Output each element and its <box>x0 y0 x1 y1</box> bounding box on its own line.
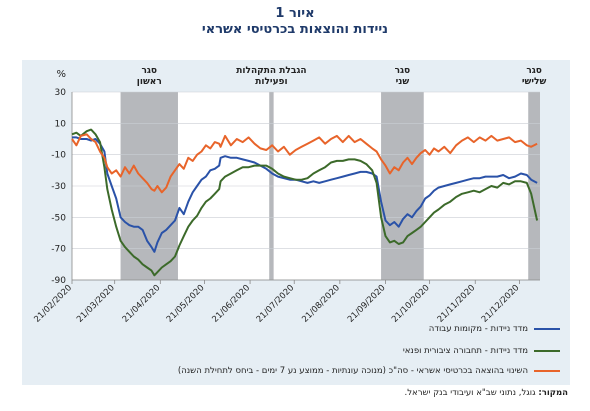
x-tick-label: 21/04/2020 <box>121 283 163 325</box>
legend-item-credit-card: השינוי בהוצאה בכרטיסי אשראי - סה"כ (מנוכ… <box>178 364 560 378</box>
legend-item-workplaces: מדד ניידות - מקומות עבודה <box>429 322 560 336</box>
x-tick-label: 21/08/2020 <box>300 283 342 325</box>
period-label-2-line1: הגבלת התקהלות <box>236 66 306 76</box>
y-tick-label: -50 <box>51 213 66 223</box>
period-label-4-line2: שלישי <box>522 77 547 87</box>
y-tick-label: -30 <box>51 182 66 192</box>
period-label-3-line1: סגר <box>395 66 411 76</box>
legend-label-transit-leisure: מדד ניידות - תחבורה ציבורית ופנאי <box>402 346 528 356</box>
source-note: המקור: גוגל, נתוני שב"א ועיבודי בנק ישרא… <box>405 388 569 398</box>
x-tick-label: 21/11/2020 <box>436 283 478 325</box>
x-tick-label: 21/07/2020 <box>255 283 297 325</box>
x-tick-label: 21/09/2020 <box>346 283 388 325</box>
figure-number: איור 1 <box>275 6 315 21</box>
series-line-transit-leisure <box>71 128 539 277</box>
x-tick-label: 21/10/2020 <box>390 283 432 325</box>
period-label-3-line2: שני <box>396 77 410 87</box>
source-text: גוגל, נתוני שב"א ועיבודי בנק ישראל. <box>404 388 536 398</box>
y-tick-label: -90 <box>51 276 66 286</box>
chart-title: ניידות והוצאות בכרטיסי אשראי <box>201 22 389 37</box>
series-line-workplaces <box>72 136 538 253</box>
x-tick-label: 21/03/2020 <box>75 283 117 325</box>
legend-label-credit-card: השינוי בהוצאה בכרטיסי אשראי - סה"כ (מנוכ… <box>177 366 528 376</box>
figure-title-block: איור 1 ניידות והוצאות בכרטיסי אשראי <box>0 6 590 38</box>
legend-item-transit-leisure: מדד ניידות - תחבורה ציבורית ופנאי <box>403 344 560 358</box>
x-tick-label: 21/05/2020 <box>165 283 207 325</box>
y-tick-label: -70 <box>51 245 66 255</box>
y-tick-label: -10 <box>51 151 66 161</box>
legend-label-workplaces: מדד ניידות - מקומות עבודה <box>428 324 528 334</box>
legend-swatch-transit-leisure <box>534 350 560 352</box>
period-label-2-line2: ופעילות <box>255 77 287 87</box>
y-tick-label: 10 <box>55 119 67 129</box>
series-lines <box>71 128 539 277</box>
y-unit-label: % <box>56 69 66 80</box>
series-line-credit-card <box>71 133 538 194</box>
x-tick-label: 21/02/2020 <box>32 283 74 325</box>
period-label-4-line1: סגר <box>526 66 542 76</box>
legend-swatch-workplaces <box>534 328 560 330</box>
source-label: המקור: <box>538 388 568 398</box>
x-tick-label: 21/06/2020 <box>210 283 252 325</box>
period-label-1-line2: ראשון <box>137 77 162 87</box>
y-tick-label: 30 <box>55 88 67 98</box>
period-label-1-line1: סגר <box>141 66 157 76</box>
x-tick-label: 21/12/2020 <box>480 283 522 325</box>
legend-swatch-credit-card <box>534 370 560 372</box>
